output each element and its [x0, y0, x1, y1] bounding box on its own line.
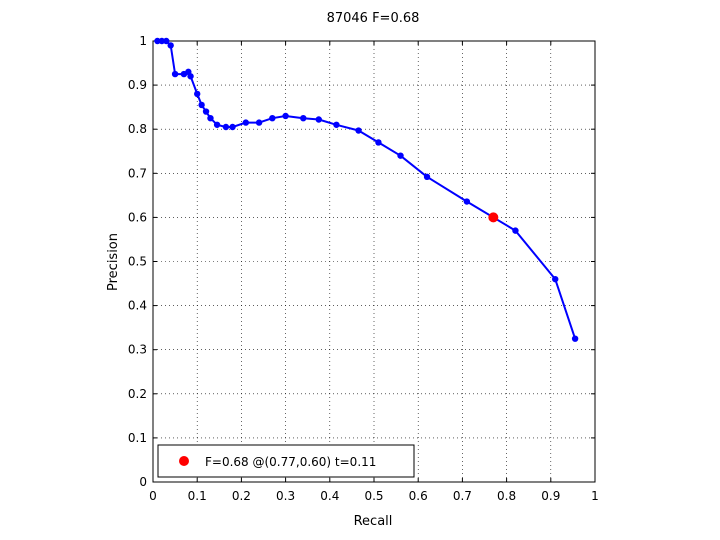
- data-point: [158, 37, 166, 45]
- y-tick-label: 0.9: [128, 78, 147, 92]
- x-tick-label: 0.6: [409, 489, 428, 503]
- y-tick-label: 0.8: [128, 122, 147, 136]
- x-tick-label: 0.9: [541, 489, 560, 503]
- x-tick-label: 0.3: [276, 489, 295, 503]
- data-point: [167, 42, 174, 49]
- data-point: [163, 37, 170, 45]
- data-point: [571, 335, 579, 342]
- x-axis-label: Recall: [354, 514, 393, 529]
- y-tick-label: 0.7: [128, 166, 147, 180]
- x-tick-label: 0.7: [453, 489, 472, 503]
- x-tick-label: 0.8: [497, 489, 516, 503]
- data-point: [552, 275, 559, 283]
- data-point: [242, 119, 250, 126]
- y-tick-label: 0.6: [128, 210, 147, 224]
- data-point: [213, 121, 221, 128]
- x-tick-label: 1: [591, 489, 599, 503]
- data-point: [512, 227, 519, 234]
- data-point: [355, 127, 362, 134]
- series-line: [157, 40, 577, 340]
- data-point: [207, 114, 214, 122]
- best-f-point: [488, 212, 499, 223]
- series-layer: [154, 37, 579, 342]
- y-tick-label: 0: [139, 475, 147, 489]
- data-point: [282, 112, 289, 120]
- data-point: [269, 114, 276, 122]
- legend-box: [157, 444, 415, 478]
- x-tick-label: 0.1: [188, 489, 207, 503]
- axis-ticks: 0 0.1 0.2 0.3 0.4 0.5 0.6 0.7 0.8 0.9 1 0 0.1 0.2 0.3 0…: [128, 34, 599, 503]
- y-tick-label: 0.2: [128, 387, 147, 401]
- grid: [153, 41, 595, 482]
- data-point: [194, 90, 201, 98]
- data-point: [333, 121, 340, 128]
- data-point: [423, 173, 431, 181]
- data-point: [222, 123, 230, 131]
- y-tick-label: 0.1: [128, 431, 147, 445]
- y-axis-label: Precision: [106, 233, 121, 291]
- data-point: [315, 116, 322, 123]
- x-tick-label: 0.4: [320, 489, 339, 503]
- data-point: [187, 73, 194, 80]
- y-tick-label: 0.3: [128, 343, 147, 357]
- data-point: [202, 108, 210, 115]
- data-point: [171, 70, 179, 78]
- data-point: [154, 37, 161, 45]
- data-point: [397, 152, 404, 159]
- legend-label: F=0.68 @(0.77,0.60) t=0.11: [205, 455, 376, 469]
- chart-title: 87046 F=0.68: [327, 11, 420, 26]
- legend-marker: [179, 456, 189, 466]
- data-point: [300, 114, 307, 122]
- data-point: [375, 139, 382, 146]
- legend: F=0.68 @(0.77,0.60) t=0.11: [157, 444, 415, 478]
- x-tick-label: 0.2: [232, 489, 251, 503]
- data-point: [229, 123, 236, 131]
- y-tick-label: 0.4: [128, 299, 147, 313]
- data-point: [255, 119, 263, 126]
- data-point: [198, 101, 205, 109]
- data-point: [463, 198, 471, 205]
- y-tick-label: 1: [139, 34, 147, 48]
- x-tick-label: 0: [149, 489, 157, 503]
- x-tick-label: 0.5: [364, 489, 383, 503]
- y-tick-label: 0.5: [128, 255, 147, 269]
